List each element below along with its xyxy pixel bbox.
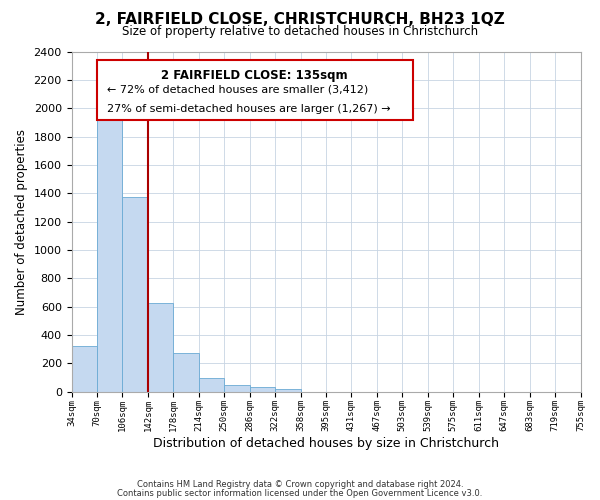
Text: 2, FAIRFIELD CLOSE, CHRISTCHURCH, BH23 1QZ: 2, FAIRFIELD CLOSE, CHRISTCHURCH, BH23 1… <box>95 12 505 28</box>
Bar <box>71 346 97 392</box>
Text: Contains public sector information licensed under the Open Government Licence v3: Contains public sector information licen… <box>118 488 482 498</box>
FancyBboxPatch shape <box>97 60 413 120</box>
Bar <box>148 303 173 392</box>
Text: Contains HM Land Registry data © Crown copyright and database right 2024.: Contains HM Land Registry data © Crown c… <box>137 480 463 489</box>
Bar <box>122 196 148 392</box>
Bar <box>275 388 301 392</box>
X-axis label: Distribution of detached houses by size in Christchurch: Distribution of detached houses by size … <box>153 437 499 450</box>
Bar <box>224 385 250 392</box>
Bar <box>173 352 199 392</box>
Text: 27% of semi-detached houses are larger (1,267) →: 27% of semi-detached houses are larger (… <box>107 104 391 114</box>
Bar <box>199 378 224 392</box>
Text: Size of property relative to detached houses in Christchurch: Size of property relative to detached ho… <box>122 25 478 38</box>
Bar <box>97 116 122 392</box>
Text: 2 FAIRFIELD CLOSE: 135sqm: 2 FAIRFIELD CLOSE: 135sqm <box>161 68 348 82</box>
Text: ← 72% of detached houses are smaller (3,412): ← 72% of detached houses are smaller (3,… <box>107 85 368 95</box>
Bar <box>250 388 275 392</box>
Y-axis label: Number of detached properties: Number of detached properties <box>15 128 28 314</box>
